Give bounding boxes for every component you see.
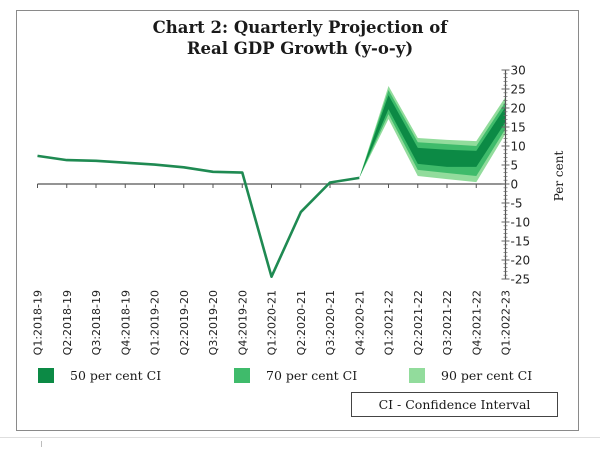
chart-title-line-1: Chart 2: Quarterly Projection of xyxy=(152,18,448,37)
x-tick-label: Q4:2021-22 xyxy=(470,290,483,355)
x-tick-label: Q1:2019-20 xyxy=(149,290,162,355)
x-tick-label: Q3:2019-20 xyxy=(207,290,220,355)
legend-label-90: 90 per cent CI xyxy=(441,367,533,383)
y-tick-label: -25 xyxy=(511,273,531,287)
chart-title-line-2: Real GDP Growth (y-o-y) xyxy=(186,39,414,58)
x-tick-label: Q2:2021-22 xyxy=(412,290,425,355)
legend-item-70: 70 per cent CI xyxy=(234,366,357,384)
y-tick-label: 20 xyxy=(511,102,526,116)
x-tick-label: Q1:2020-21 xyxy=(266,290,279,355)
y-tick-label: 25 xyxy=(511,83,526,97)
y-axis-label: Per cent xyxy=(552,151,566,202)
y-axis: 30 25 20 15 10 5 0 -5 -10 -15 -20 -25 xyxy=(501,64,531,287)
y-tick-label: -15 xyxy=(511,235,531,249)
y-tick-label: 5 xyxy=(511,159,519,173)
legend-swatch-50 xyxy=(38,367,54,383)
x-tick-label: Q2:2019-20 xyxy=(178,290,191,355)
chart-title: Chart 2: Quarterly Projection of Real GD… xyxy=(100,17,500,59)
y-tick-label: 30 xyxy=(511,64,526,78)
fan-band-50 xyxy=(359,95,506,178)
fan-bands xyxy=(359,86,506,183)
x-tick-label: Q3:2018-19 xyxy=(90,290,103,355)
series-lines xyxy=(37,154,360,279)
chart-frame xyxy=(16,10,579,431)
x-tick-labels: Q1:2018-19 Q2:2018-19 Q3:2018-19 Q4:2018-19… xyxy=(32,290,513,355)
x-tick-label: Q4:2019-20 xyxy=(236,290,249,355)
x-tick-label: Q4:2018-19 xyxy=(119,290,132,355)
x-tick-label: Q1:2021-22 xyxy=(383,290,396,355)
y-tick-label: -10 xyxy=(511,216,531,230)
page-divider xyxy=(0,437,600,438)
y-tick-label: -5 xyxy=(511,197,523,211)
legend-swatch-90 xyxy=(409,367,425,383)
legend-item-50: 50 per cent CI xyxy=(38,366,161,384)
x-axis xyxy=(37,183,506,188)
ci-annotation-box: CI - Confidence Interval xyxy=(351,392,558,417)
legend-label-50: 50 per cent CI xyxy=(70,367,162,383)
legend-label-70: 70 per cent CI xyxy=(266,367,358,383)
x-tick-label: Q1:2022-23 xyxy=(500,290,513,355)
y-tick-label: -20 xyxy=(511,254,531,268)
y-tick-label: 10 xyxy=(511,140,526,154)
x-tick-label: Q3:2020-21 xyxy=(324,290,337,355)
legend-swatch-70 xyxy=(234,367,250,383)
legend-item-90: 90 per cent CI xyxy=(409,366,532,384)
y-tick-label: 0 xyxy=(511,178,519,192)
y-tick-label: 15 xyxy=(511,121,526,135)
x-tick-label: Q2:2020-21 xyxy=(295,290,308,355)
page-tick-mark xyxy=(41,441,42,447)
series-line-actual xyxy=(37,154,360,279)
x-tick-label: Q1:2018-19 xyxy=(32,290,45,355)
x-tick-label: Q2:2018-19 xyxy=(61,290,74,355)
x-tick-label: Q4:2020-21 xyxy=(353,290,366,355)
x-tick-label: Q3:2021-22 xyxy=(441,290,454,355)
